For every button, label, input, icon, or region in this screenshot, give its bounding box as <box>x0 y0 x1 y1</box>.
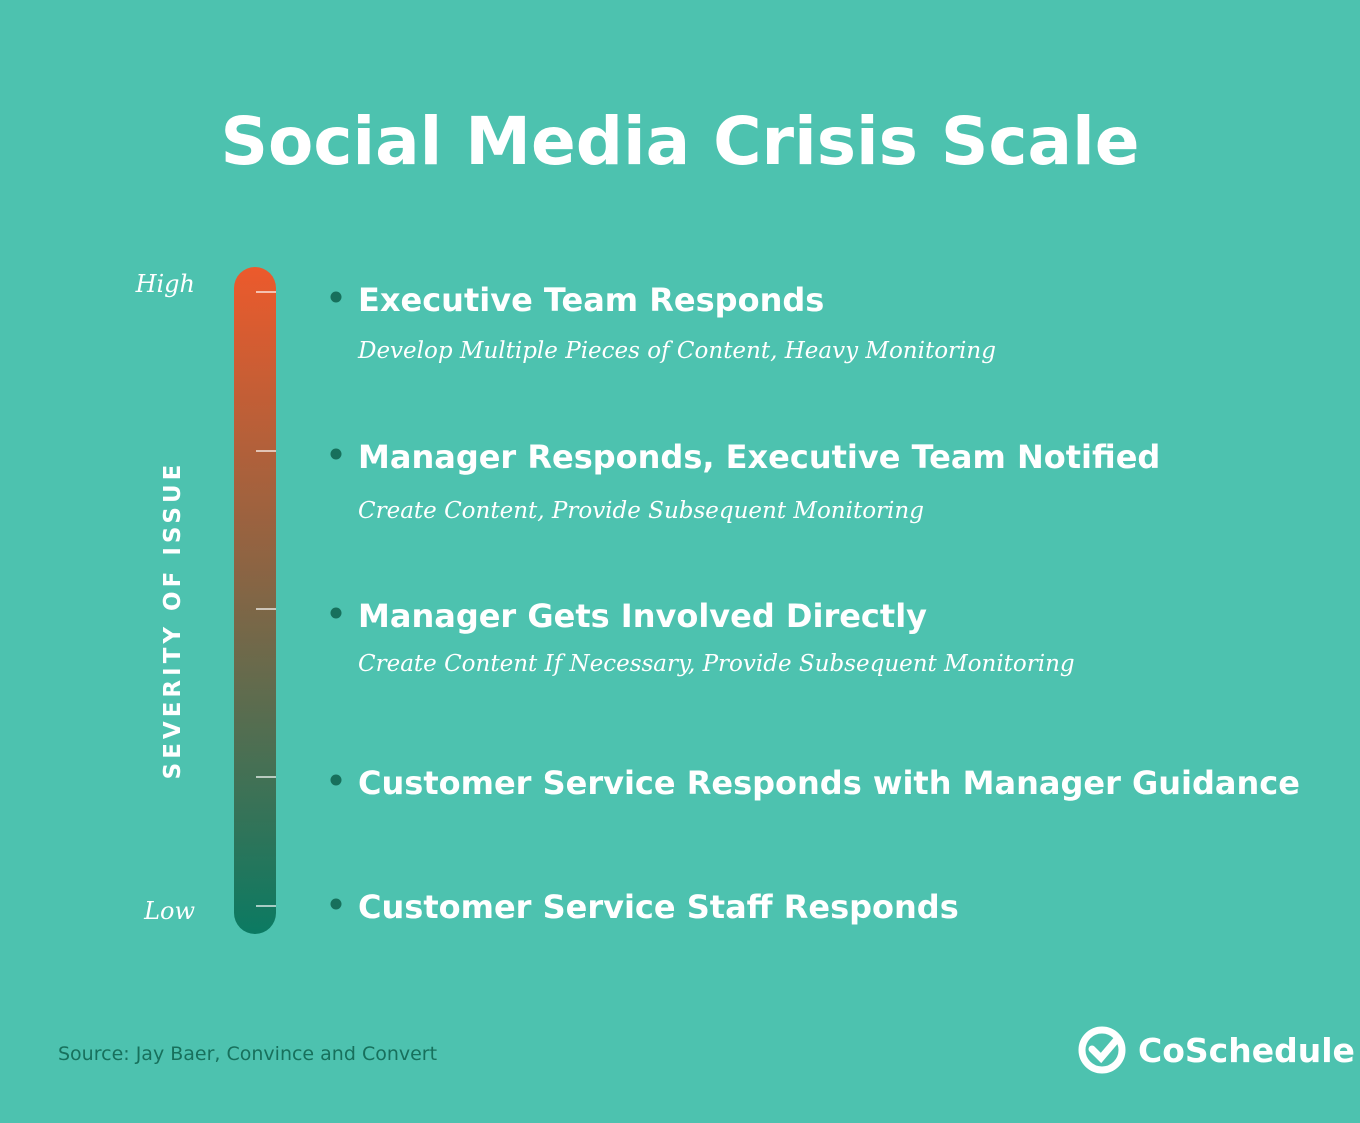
bullet <box>330 607 342 619</box>
item-heading: Customer Service Responds with Manager G… <box>358 764 1300 802</box>
item-heading: Manager Responds, Executive Team Notifie… <box>358 438 1160 476</box>
bullet <box>330 448 342 460</box>
axis-label: SEVERITY OF ISSUE <box>160 461 186 780</box>
bullet <box>330 898 342 910</box>
item-heading: Executive Team Responds <box>358 281 824 319</box>
source: Source: Jay Baer, Convince and Convert <box>58 1043 437 1065</box>
low-label: Low <box>143 897 195 925</box>
item-detail: Create Content If Necessary, Provide Sub… <box>358 651 1075 677</box>
bullet <box>330 291 342 303</box>
brand-logo: CoSchedule <box>1078 1026 1355 1074</box>
item-detail: Create Content, Provide Subsequent Monit… <box>358 498 924 524</box>
bullet <box>330 774 342 786</box>
brand-name: CoSchedule <box>1138 1031 1355 1070</box>
high-label: High <box>135 270 195 298</box>
logo-icon <box>1078 1026 1126 1074</box>
logo-check <box>1088 1034 1122 1064</box>
item-heading: Manager Gets Involved Directly <box>358 597 927 635</box>
title: Social Media Crisis Scale <box>221 103 1140 180</box>
severity-bar <box>234 267 276 934</box>
item-detail: Develop Multiple Pieces of Content, Heav… <box>357 338 996 364</box>
item-list: Executive Team Responds Develop Multiple … <box>256 281 1300 926</box>
item-heading: Customer Service Staff Responds <box>358 888 959 926</box>
